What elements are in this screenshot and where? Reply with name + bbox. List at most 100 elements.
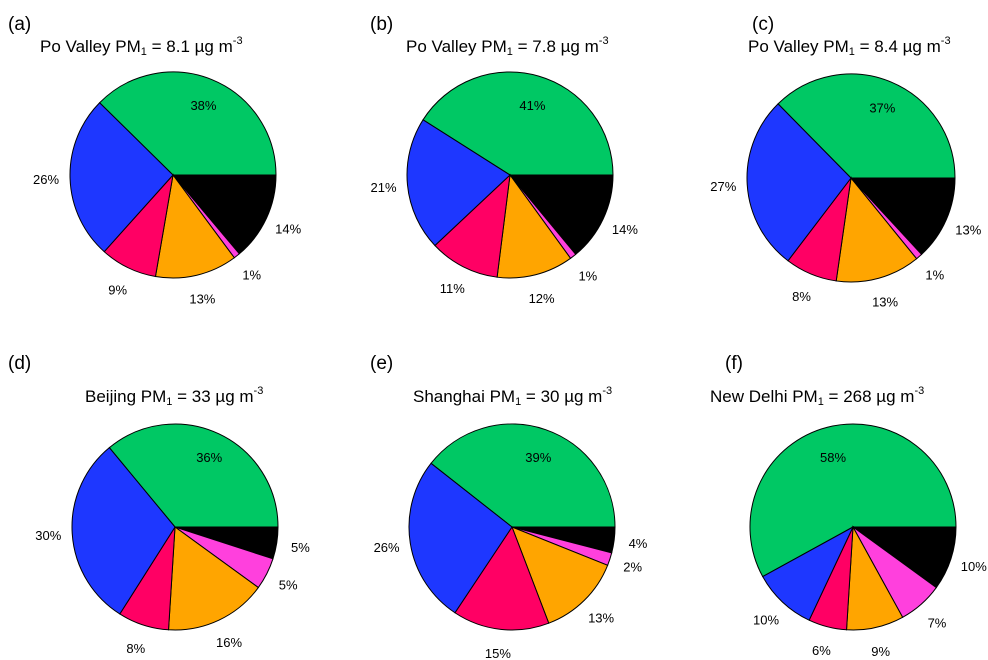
pie-b-label-black: 14% — [612, 222, 638, 237]
pie-e-slice-blue — [408, 462, 513, 614]
pie-e-label-blue: 26% — [374, 540, 400, 555]
pie-chart-e: 39% 4% 2% 13% 15% 26% — [374, 423, 648, 660]
panel-d-letter: (d) — [8, 353, 32, 374]
pie-c-label-green: 37% — [869, 100, 895, 115]
panel-a-title-mid: = 8.1 µg m — [146, 37, 233, 56]
panel-a-title-sub: 1 — [140, 46, 147, 58]
panel-e-title-sub: 1 — [515, 396, 522, 408]
panel-b-title-mid: = 7.8 µg m — [512, 37, 599, 56]
pie-d-slice-blue — [71, 446, 176, 615]
pie-f-label-blue: 10% — [753, 613, 779, 628]
pie-d-slice-green — [108, 423, 279, 528]
panel-b-title: Po Valley PM1 = 7.8 µg m-3 — [403, 34, 612, 59]
panel-c-title-prefix: Po Valley PM — [748, 37, 849, 56]
pie-e-label-crimson: 15% — [485, 646, 511, 660]
pie-b-label-green: 41% — [519, 98, 545, 113]
panel-d-title-prefix: Beijing PM — [85, 387, 167, 406]
pie-d-label-orange: 16% — [216, 635, 242, 650]
panel-a-letter: (a) — [8, 14, 32, 35]
panel-c-title-sub: 1 — [848, 46, 855, 58]
pie-chart-f: 58% 10% 7% 9% 6% 10% — [749, 423, 987, 659]
pie-a-label-crimson: 9% — [108, 282, 127, 297]
pie-d-label-blue: 30% — [35, 528, 61, 543]
pie-d-label-black: 5% — [291, 540, 310, 555]
pie-e-label-green: 39% — [525, 450, 551, 465]
pie-a-label-orange: 13% — [189, 292, 215, 307]
pie-a-slice-blue — [69, 102, 174, 253]
pie-f-label-magenta: 7% — [928, 615, 947, 630]
pie-b-slice-green — [422, 71, 614, 176]
panel-f-letter: (f) — [725, 353, 743, 374]
panel-d-title-mid: = 33 µg m — [172, 387, 254, 406]
panel-d-title-sub: 1 — [166, 396, 173, 408]
panel-c-letter: (c) — [752, 14, 775, 35]
pie-f-slice-green — [749, 423, 957, 578]
panel-f-title-sup: -3 — [914, 385, 925, 397]
panel-d-title: Beijing PM1 = 33 µg m-3 — [82, 384, 267, 409]
panel-c-title-mid: = 8.4 µg m — [854, 37, 941, 56]
panel-e-title-sup: -3 — [602, 385, 613, 397]
pie-c-slice-orange — [835, 176, 918, 283]
pie-d-label-crimson: 8% — [126, 641, 145, 656]
pie-c-label-blue: 27% — [710, 179, 736, 194]
panel-b-title-sup: -3 — [598, 35, 609, 47]
pie-e-slice-green — [430, 423, 616, 528]
pie-chart-b: 41% 14% 1% 12% 11% 21% — [371, 71, 638, 306]
pie-e-label-black: 4% — [629, 536, 648, 551]
pie-c-slice-green — [777, 73, 956, 179]
pie-a-slice-black — [171, 174, 277, 255]
pie-a-label-black: 14% — [275, 222, 301, 237]
panel-e-title: Shanghai PM1 = 30 µg m-3 — [410, 384, 616, 409]
panel-f-title: New Delhi PM1 = 268 µg m-3 — [707, 384, 928, 409]
pie-f-label-crimson: 6% — [812, 643, 831, 658]
pie-b-label-blue: 21% — [371, 180, 397, 195]
pie-chart-c: 37% 13% 1% 13% 8% 27% — [710, 73, 982, 309]
pie-c-label-black: 13% — [955, 222, 981, 237]
panel-f-title-prefix: New Delhi PM — [710, 387, 818, 406]
pie-d-label-magenta: 5% — [279, 578, 298, 593]
pie-c-slice-black — [849, 177, 956, 256]
pie-f-label-black: 10% — [961, 559, 987, 574]
pie-b-label-magenta: 1% — [578, 268, 597, 283]
panel-e-title-prefix: Shanghai PM — [413, 387, 516, 406]
pie-b-label-crimson: 11% — [440, 281, 465, 296]
pie-c-slice-blue — [746, 103, 852, 262]
pie-b-slice-blue — [406, 119, 511, 247]
pie-b-label-orange: 12% — [529, 291, 555, 306]
panel-b-letter: (b) — [370, 14, 394, 35]
pie-a-label-green: 38% — [190, 98, 216, 113]
pie-e-label-orange: 13% — [588, 611, 614, 626]
pie-a-slice-orange — [154, 173, 236, 279]
pie-c-label-crimson: 8% — [792, 289, 811, 304]
pie-a-slice-green — [98, 71, 277, 176]
panel-b-title-prefix: Po Valley PM — [406, 37, 507, 56]
pie-chart-d: 36% 5% 5% 16% 8% 30% — [35, 423, 310, 656]
pie-f-slice-blue — [762, 525, 855, 621]
pie-a-label-blue: 26% — [33, 172, 59, 187]
pie-e-label-magenta: 2% — [623, 560, 642, 575]
panel-d-title-sup: -3 — [253, 385, 264, 397]
panel-e-letter: (e) — [370, 353, 394, 374]
panel-b-title-sub: 1 — [506, 46, 513, 58]
panel-c-title-sup: -3 — [940, 35, 951, 47]
pie-d-slice-orange — [168, 526, 260, 631]
pie-e-slice-crimson — [454, 525, 550, 631]
pie-e-slice-orange — [511, 526, 609, 624]
panel-c-title: Po Valley PM1 = 8.4 µg m-3 — [745, 34, 954, 59]
pie-chart-a: 38% 14% 1% 13% 9% 26% — [33, 71, 302, 307]
pie-a-label-magenta: 1% — [242, 268, 261, 283]
panel-e-title-mid: = 30 µg m — [521, 387, 603, 406]
panel-a-title-sup: -3 — [232, 35, 243, 47]
pie-c-label-orange: 13% — [872, 294, 898, 309]
panel-a-title: Po Valley PM1 = 8.1 µg m-3 — [37, 34, 246, 59]
pie-f-label-green: 58% — [820, 450, 846, 465]
pie-d-label-green: 36% — [196, 450, 222, 465]
pie-f-label-orange: 9% — [871, 644, 890, 659]
pie-c-label-magenta: 1% — [925, 268, 944, 283]
panel-f-title-sub: 1 — [817, 396, 824, 408]
panel-a-title-prefix: Po Valley PM — [40, 37, 141, 56]
panel-f-title-mid: = 268 µg m — [823, 387, 915, 406]
pie-b-slice-orange — [496, 173, 572, 279]
pie-b-slice-black — [508, 174, 614, 256]
